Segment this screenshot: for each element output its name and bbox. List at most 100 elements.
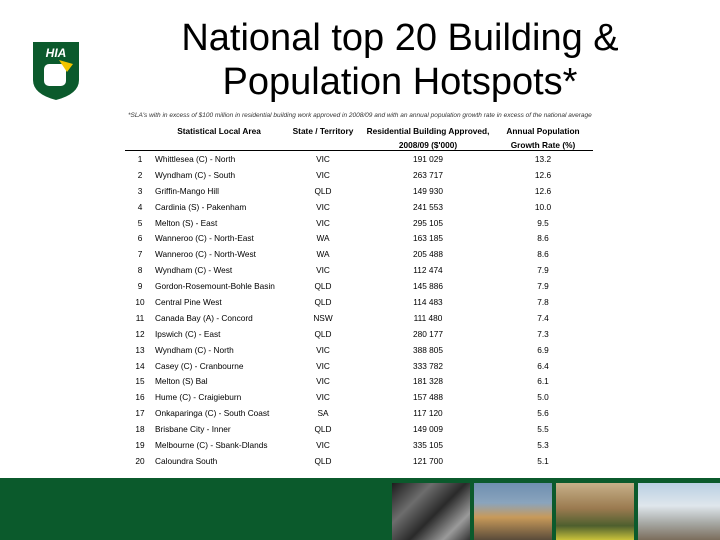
cell-growth: 6.4 — [537, 360, 549, 371]
footnote: *SLA's with in excess of $100 million in… — [128, 112, 592, 119]
cell-growth: 7.3 — [537, 328, 549, 339]
cell-state: NSW — [313, 312, 333, 323]
cell-building: 181 328 — [413, 376, 443, 387]
cell-growth: 8.6 — [537, 249, 549, 260]
cell-state: QLD — [314, 296, 332, 307]
cell-state: VIC — [316, 376, 330, 387]
cell-rank: 14 — [135, 360, 145, 371]
hia-logo: HIA — [33, 42, 79, 100]
cell-state: VIC — [316, 217, 330, 228]
cell-rank: 15 — [135, 376, 145, 387]
cell-growth: 12.6 — [534, 169, 552, 180]
cell-building: 295 105 — [413, 217, 443, 228]
hotspots-table: Statistical Local Area State / Territory… — [125, 120, 593, 469]
photo-modern-house — [474, 483, 552, 540]
cell-state: WA — [316, 233, 330, 244]
page-title: National top 20 Building & Population Ho… — [181, 17, 619, 103]
cell-building: 241 553 — [413, 201, 443, 212]
cell-building: 280 177 — [413, 328, 443, 339]
cell-name: Caloundra South — [155, 455, 218, 466]
table-row: 8 Wyndham (C) - West VIC 112 474 7.9 — [125, 262, 593, 278]
cell-name: Canada Bay (A) - Concord — [155, 312, 253, 323]
cell-rank: 13 — [135, 344, 145, 355]
hia-logo-text: HIA — [46, 46, 67, 60]
cell-rank: 3 — [137, 185, 143, 196]
cell-name: Brisbane City - Inner — [155, 424, 231, 435]
cell-growth: 5.5 — [537, 424, 549, 435]
cell-state: VIC — [316, 392, 330, 403]
table-row: 11 Canada Bay (A) - Concord NSW 111 480 7.4 — [125, 310, 593, 326]
cell-building: 163 185 — [413, 233, 443, 244]
cell-building: 335 105 — [413, 439, 443, 450]
table-row: 4 Cardinia (S) - Pakenham VIC 241 553 10.0 — [125, 199, 593, 215]
table-row: 18 Brisbane City - Inner QLD 149 009 5.5 — [125, 421, 593, 437]
table-row: 10 Central Pine West QLD 114 483 7.8 — [125, 294, 593, 310]
cell-state: QLD — [314, 455, 332, 466]
table-row: 17 Onkaparinga (C) - South Coast SA 117 120… — [125, 405, 593, 421]
cell-name: Wyndham (C) - South — [155, 169, 236, 180]
cell-name: Casey (C) - Cranbourne — [155, 360, 244, 371]
cell-rank: 1 — [137, 153, 143, 164]
cell-name: Ipswich (C) - East — [155, 328, 221, 339]
cell-growth: 7.8 — [537, 296, 549, 307]
col-growth-subheader: Growth Rate (%) — [493, 136, 593, 151]
cell-name: Central Pine West — [155, 296, 222, 307]
cell-growth: 12.6 — [534, 185, 552, 196]
cell-name: Cardinia (S) - Pakenham — [155, 201, 247, 212]
photo-house-exterior — [638, 483, 720, 540]
cell-name: Melbourne (C) - Sbank-Dlands — [155, 439, 268, 450]
table-row: 6 Wanneroo (C) - North-East WA 163 185 8.6 — [125, 230, 593, 246]
cell-state: VIC — [316, 265, 330, 276]
table-row: 5 Melton (S) - East VIC 295 105 9.5 — [125, 215, 593, 231]
table-row: 19 Melbourne (C) - Sbank-Dlands VIC 335 105… — [125, 437, 593, 453]
cell-growth: 7.9 — [537, 281, 549, 292]
cell-growth: 7.4 — [537, 312, 549, 323]
cell-building: 263 717 — [413, 169, 443, 180]
cell-rank: 16 — [135, 392, 145, 403]
cell-building: 149 930 — [413, 185, 443, 196]
table-row: 2 Wyndham (C) - South VIC 263 717 12.6 — [125, 167, 593, 183]
cell-rank: 2 — [137, 169, 143, 180]
cell-name: Wanneroo (C) - North-East — [155, 233, 254, 244]
cell-rank: 10 — [135, 296, 145, 307]
cell-building: 145 886 — [413, 281, 443, 292]
table-row: 12 Ipswich (C) - East QLD 280 177 7.3 — [125, 326, 593, 342]
table-row: 20 Caloundra South QLD 121 700 5.1 — [125, 453, 593, 469]
photo-roof-frame — [392, 483, 470, 540]
cell-name: Griffin-Mango Hill — [155, 185, 219, 196]
cell-rank: 8 — [137, 265, 143, 276]
col-growth-header: Annual Population — [506, 126, 580, 136]
cell-growth: 8.6 — [537, 233, 549, 244]
table-row: 16 Hume (C) - Craigieburn VIC 157 488 5.0 — [125, 389, 593, 405]
cell-building: 112 474 — [413, 265, 443, 276]
cell-rank: 19 — [135, 439, 145, 450]
cell-building: 111 480 — [413, 312, 443, 323]
cell-growth: 10.0 — [534, 201, 552, 212]
cell-name: Hume (C) - Craigieburn — [155, 392, 242, 403]
cell-rank: 7 — [137, 249, 143, 260]
cell-name: Melton (S) Bal — [155, 376, 208, 387]
cell-state: VIC — [316, 344, 330, 355]
cell-rank: 11 — [135, 312, 145, 323]
cell-building: 205 488 — [413, 249, 443, 260]
table-row: 15 Melton (S) Bal VIC 181 328 6.1 — [125, 373, 593, 389]
cell-state: VIC — [316, 201, 330, 212]
cell-rank: 9 — [137, 281, 143, 292]
cell-building: 157 488 — [413, 392, 443, 403]
cell-state: VIC — [316, 439, 330, 450]
cell-rank: 4 — [137, 201, 143, 212]
photo-builders — [556, 483, 634, 540]
cell-state: QLD — [314, 281, 332, 292]
cell-state: QLD — [314, 328, 332, 339]
cell-growth: 9.5 — [537, 217, 549, 228]
cell-state: VIC — [316, 153, 330, 164]
table-row: 1 Whittlesea (C) - North VIC 191 029 13.2 — [125, 151, 593, 167]
cell-state: WA — [316, 249, 330, 260]
cell-rank: 12 — [135, 328, 145, 339]
table-row: 9 Gordon-Rosemount-Bohle Basin QLD 145 886 7… — [125, 278, 593, 294]
cell-name: Whittlesea (C) - North — [155, 153, 236, 164]
cell-state: VIC — [316, 169, 330, 180]
cell-building: 117 120 — [413, 408, 443, 419]
cell-growth: 7.9 — [537, 265, 549, 276]
cell-building: 191 029 — [413, 153, 443, 164]
